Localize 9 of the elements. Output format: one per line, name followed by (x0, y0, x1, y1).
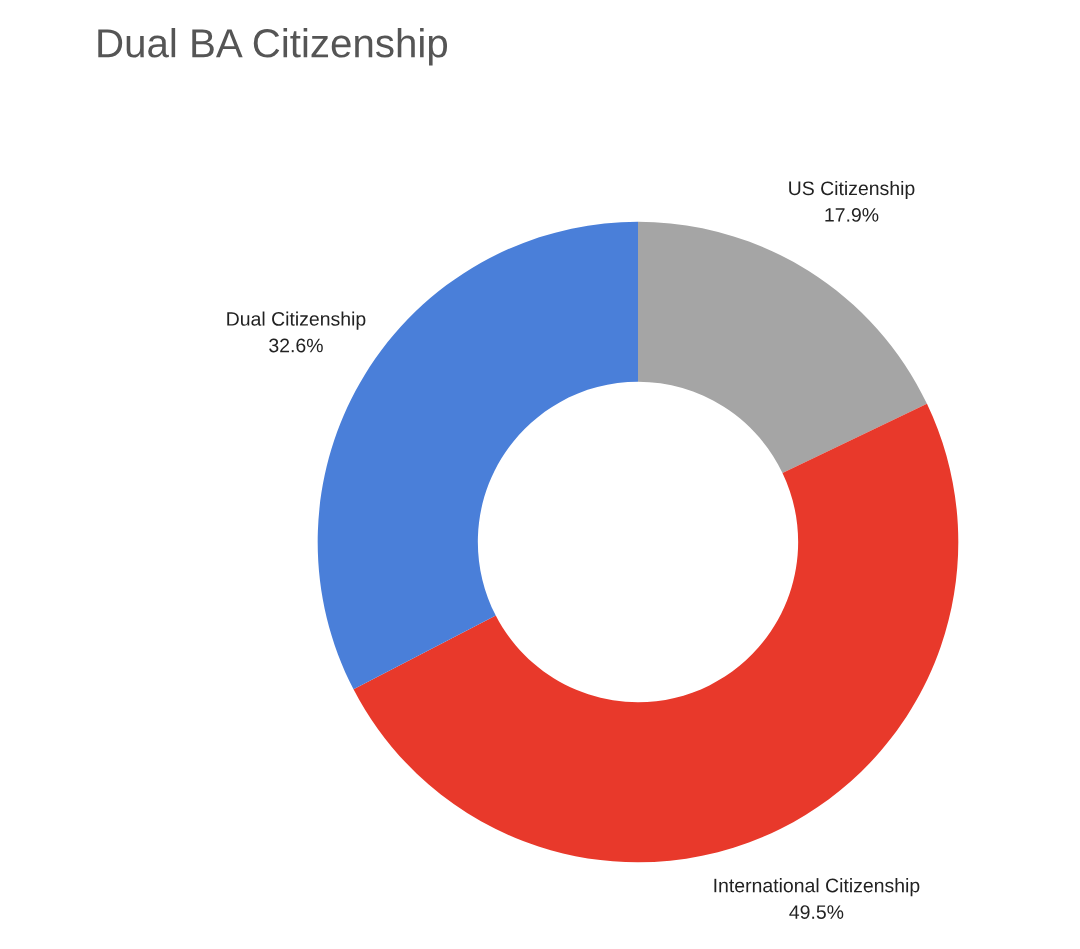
donut-slice (638, 221, 927, 473)
chart-title: Dual BA Citizenship (98, 28, 448, 66)
data-label: 49.5% (789, 905, 844, 919)
slice-label: Dual Citizenship (227, 311, 366, 330)
data-label: 32.6% (269, 338, 323, 353)
data-label: 17.9% (825, 208, 879, 222)
slice-label: US Citizenship (789, 180, 915, 200)
donut-slice (353, 403, 959, 863)
slice-label: International Citizenship (714, 878, 920, 897)
